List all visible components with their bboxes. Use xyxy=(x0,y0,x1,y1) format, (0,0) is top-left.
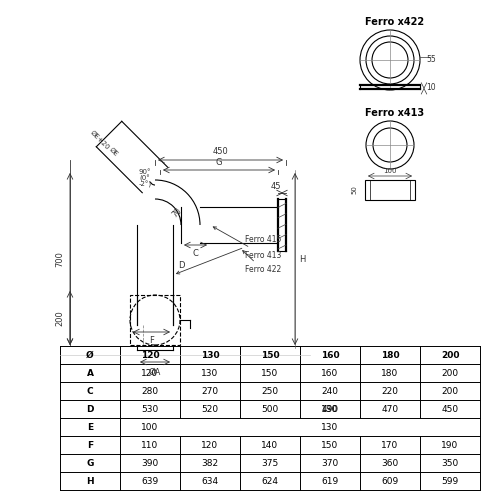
Text: 10: 10 xyxy=(426,82,436,92)
Text: 200: 200 xyxy=(442,386,458,396)
Text: F: F xyxy=(87,440,93,450)
Text: Ferro 413: Ferro 413 xyxy=(213,227,282,260)
Text: 270: 270 xyxy=(202,386,218,396)
Text: 280: 280 xyxy=(142,386,158,396)
Text: 639: 639 xyxy=(142,476,158,486)
Text: 50: 50 xyxy=(351,186,357,194)
Text: ØE: ØE xyxy=(108,146,120,158)
Text: 490: 490 xyxy=(322,404,338,413)
Text: 375: 375 xyxy=(262,458,278,468)
Text: (0°: (0° xyxy=(140,174,150,182)
Text: E: E xyxy=(87,422,93,432)
Text: Ferro 415: Ferro 415 xyxy=(176,236,282,274)
Text: 700: 700 xyxy=(55,251,64,267)
Text: Ø: Ø xyxy=(86,350,94,360)
Text: 500: 500 xyxy=(262,404,278,413)
Text: D: D xyxy=(178,260,184,270)
Text: 55: 55 xyxy=(426,56,436,64)
Text: 130: 130 xyxy=(322,422,338,432)
Text: 170: 170 xyxy=(382,440,398,450)
Text: G: G xyxy=(216,158,222,167)
Bar xyxy=(130,295,180,345)
Text: Ferro x422: Ferro x422 xyxy=(366,17,424,27)
Text: 130: 130 xyxy=(200,350,220,360)
Bar xyxy=(180,418,480,436)
Text: 120: 120 xyxy=(140,350,160,360)
Text: 619: 619 xyxy=(322,476,338,486)
Text: C: C xyxy=(86,386,94,396)
Text: Ferro 422: Ferro 422 xyxy=(242,250,281,274)
Text: Ferro x413: Ferro x413 xyxy=(366,108,424,118)
Text: 120: 120 xyxy=(202,440,218,450)
Text: 200: 200 xyxy=(442,368,458,378)
Text: 160: 160 xyxy=(320,350,340,360)
Text: 90°: 90° xyxy=(139,169,151,175)
Text: 120: 120 xyxy=(142,368,158,378)
Text: 634: 634 xyxy=(202,476,218,486)
Text: 599: 599 xyxy=(442,476,458,486)
Text: 140: 140 xyxy=(262,440,278,450)
Text: 150: 150 xyxy=(322,440,338,450)
Text: 450: 450 xyxy=(212,147,228,156)
Bar xyxy=(365,180,415,200)
Text: 130: 130 xyxy=(322,404,338,413)
Text: 200: 200 xyxy=(441,350,459,360)
Text: 180: 180 xyxy=(382,368,398,378)
Text: 130: 130 xyxy=(202,368,218,378)
Text: 100: 100 xyxy=(142,422,158,432)
Text: 530: 530 xyxy=(142,404,158,413)
Text: ØE+20: ØE+20 xyxy=(88,130,110,151)
Text: 190: 190 xyxy=(442,440,458,450)
Text: 220: 220 xyxy=(382,386,398,396)
Text: 160: 160 xyxy=(322,368,338,378)
Text: 350: 350 xyxy=(442,458,458,468)
Text: H: H xyxy=(86,476,94,486)
Text: 450: 450 xyxy=(442,404,458,413)
Text: 250: 250 xyxy=(262,386,278,396)
Text: 382: 382 xyxy=(202,458,218,468)
Text: 180: 180 xyxy=(380,350,400,360)
Text: 240: 240 xyxy=(322,386,338,396)
Text: 370: 370 xyxy=(322,458,338,468)
Text: 609: 609 xyxy=(382,476,398,486)
Text: H: H xyxy=(299,254,306,264)
Text: 150: 150 xyxy=(262,368,278,378)
Text: 390: 390 xyxy=(142,458,158,468)
Text: 200: 200 xyxy=(55,310,64,326)
Text: F: F xyxy=(149,336,154,345)
Text: 70: 70 xyxy=(170,206,183,220)
Text: 150: 150 xyxy=(260,350,280,360)
Text: 45: 45 xyxy=(271,182,281,191)
Text: 110: 110 xyxy=(142,440,158,450)
Text: ØA: ØA xyxy=(149,368,161,377)
Text: 470: 470 xyxy=(382,404,398,413)
Text: -2°): -2°) xyxy=(138,180,151,188)
Text: G: G xyxy=(86,458,94,468)
Text: 360: 360 xyxy=(382,458,398,468)
Text: 100: 100 xyxy=(384,168,397,174)
Text: 520: 520 xyxy=(202,404,218,413)
Text: D: D xyxy=(86,404,94,413)
Text: A: A xyxy=(86,368,94,378)
Text: 624: 624 xyxy=(262,476,278,486)
Text: C: C xyxy=(192,249,198,258)
